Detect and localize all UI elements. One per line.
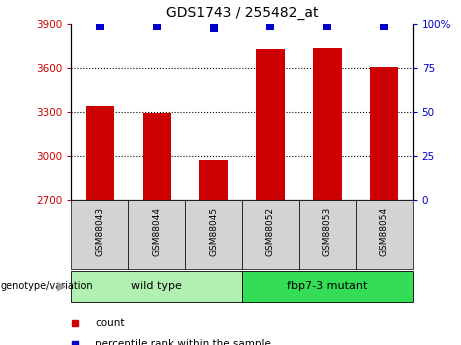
Point (153, 23, 160, 29)
Bar (356, 200, 413, 269)
Point (380, 23, 388, 29)
Bar (242, 271, 413, 302)
Bar (86, 106, 114, 200)
Text: GSM88044: GSM88044 (152, 207, 161, 256)
Bar (200, 160, 228, 200)
Bar (313, 48, 342, 200)
Title: GDS1743 / 255482_at: GDS1743 / 255482_at (166, 6, 318, 20)
Point (267, 23, 274, 29)
Text: GSM88043: GSM88043 (95, 207, 104, 256)
Point (96, 23, 104, 29)
Bar (242, 200, 299, 269)
Text: genotype/variation: genotype/variation (1, 282, 94, 291)
Text: GSM88045: GSM88045 (209, 207, 218, 256)
Bar (299, 200, 356, 269)
Point (324, 23, 331, 29)
Bar (256, 49, 285, 200)
Bar (71, 200, 128, 269)
Text: GSM88052: GSM88052 (266, 207, 275, 256)
Text: count: count (95, 318, 125, 327)
Bar (128, 200, 185, 269)
Point (210, 25, 217, 30)
Text: GSM88054: GSM88054 (380, 207, 389, 256)
Text: wild type: wild type (131, 282, 182, 291)
Bar (142, 113, 171, 200)
Text: GSM88053: GSM88053 (323, 207, 332, 256)
Text: fbp7-3 mutant: fbp7-3 mutant (287, 282, 367, 291)
Text: ▶: ▶ (57, 280, 67, 293)
Text: percentile rank within the sample: percentile rank within the sample (95, 339, 271, 345)
Bar (71, 271, 242, 302)
Bar (185, 200, 242, 269)
Bar (370, 67, 398, 200)
